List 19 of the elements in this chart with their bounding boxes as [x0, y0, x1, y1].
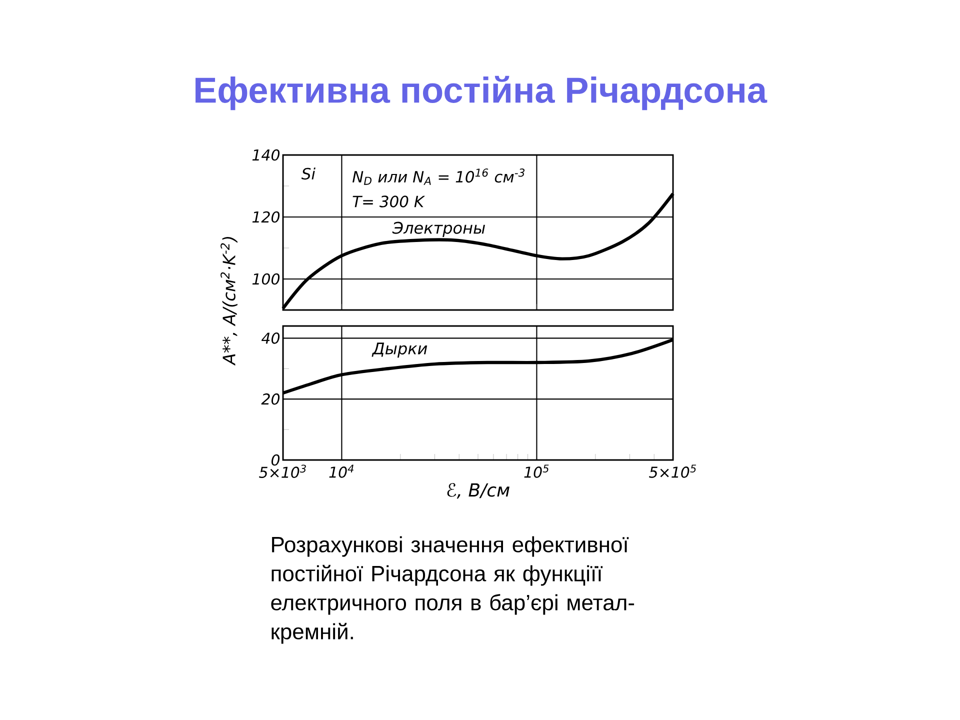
x-tick-label: 10$^{4}$	[329, 464, 354, 478]
y-tick-label: 0	[272, 454, 280, 466]
x-tick-label: 5×10$^{5}$	[649, 464, 696, 478]
x-axis-title: ℰ, В/см	[447, 483, 510, 499]
y-tick-label: 40	[261, 332, 280, 344]
annotation: N$_{D}$ или N$_{A}$ = 10$^{16}$ см$^{-3}$	[352, 168, 525, 185]
text: Розрахункові значення ефективної постійної Річардсона як функціїї електричного поля в бар’єрі метал-кремній.	[271, 536, 634, 644]
y-axis-title: A**, A/(см$^{2}$·K$^{-2}$)	[220, 236, 238, 366]
y-tick-label: 120	[252, 211, 280, 223]
annotation: Si	[301, 168, 316, 180]
annotation: T= 300 K	[352, 196, 426, 208]
chart-title: Ефективна постійна Річардсона	[196, 76, 768, 110]
y-tick-label: 100	[252, 273, 280, 285]
x-tick-label: 5×10$^{3}$	[259, 464, 306, 478]
y-tick-label: 140	[252, 149, 280, 161]
series-label: Дырки	[372, 342, 428, 358]
series-label: Электроны	[392, 222, 485, 237]
y-tick-label: 20	[261, 393, 280, 405]
x-tick-label: 10$^{5}$	[524, 464, 549, 478]
